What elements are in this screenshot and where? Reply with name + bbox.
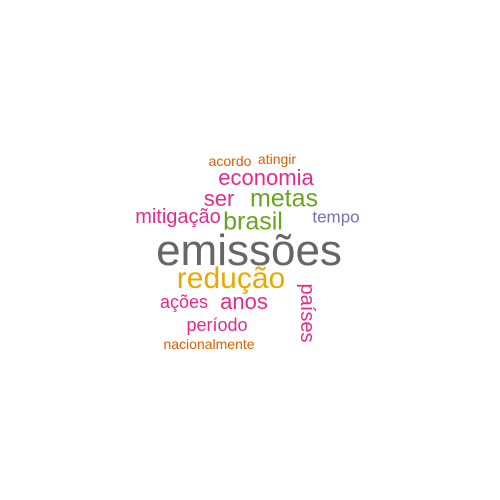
word-brasil: brasil bbox=[223, 207, 283, 236]
word-ser: ser bbox=[203, 186, 235, 211]
word-tempo: tempo bbox=[312, 207, 360, 227]
word-anos: anos bbox=[220, 289, 268, 314]
word-nacionalmente: nacionalmente bbox=[163, 336, 255, 352]
word-mitigacao: mitigação bbox=[135, 206, 221, 228]
word-paises: países bbox=[296, 283, 318, 343]
word-atingir: atingir bbox=[257, 151, 297, 167]
word-acoes: ações bbox=[159, 292, 209, 312]
word-reducao: redução bbox=[176, 262, 286, 295]
word-emissoes: emissões bbox=[156, 226, 342, 275]
word-periodo: período bbox=[186, 315, 248, 335]
word-acordo: acordo bbox=[208, 153, 252, 169]
word-economia: economia bbox=[218, 165, 314, 190]
word-metas: metas bbox=[249, 184, 319, 213]
